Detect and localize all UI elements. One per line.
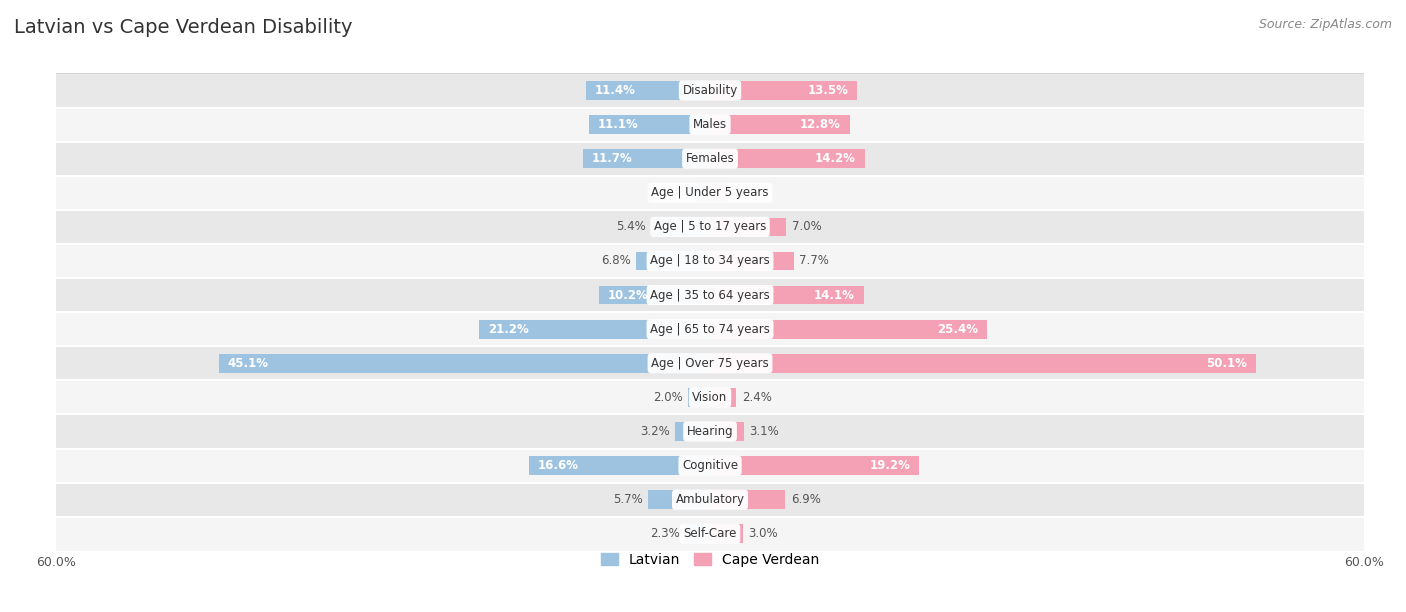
Bar <box>710 217 786 236</box>
Text: 19.2%: 19.2% <box>870 459 911 472</box>
Bar <box>479 320 710 338</box>
Bar <box>56 278 1364 312</box>
Bar <box>648 490 710 509</box>
Text: Age | 35 to 64 years: Age | 35 to 64 years <box>650 289 770 302</box>
Text: 12.8%: 12.8% <box>800 118 841 131</box>
Text: Age | Under 5 years: Age | Under 5 years <box>651 186 769 200</box>
Text: Disability: Disability <box>682 84 738 97</box>
Text: Hearing: Hearing <box>686 425 734 438</box>
Text: 25.4%: 25.4% <box>936 323 979 335</box>
Text: 2.3%: 2.3% <box>650 528 679 540</box>
Text: 14.2%: 14.2% <box>815 152 856 165</box>
Text: 2.0%: 2.0% <box>652 391 683 404</box>
Text: Males: Males <box>693 118 727 131</box>
Text: 45.1%: 45.1% <box>228 357 269 370</box>
Bar <box>56 210 1364 244</box>
Bar <box>56 108 1364 141</box>
Text: Self-Care: Self-Care <box>683 528 737 540</box>
Bar <box>710 422 744 441</box>
Bar <box>696 184 710 202</box>
Text: 1.3%: 1.3% <box>661 186 690 200</box>
Bar <box>685 524 710 543</box>
Bar <box>56 141 1364 176</box>
Text: 11.7%: 11.7% <box>592 152 633 165</box>
Bar <box>56 517 1364 551</box>
Text: 6.9%: 6.9% <box>790 493 821 506</box>
Text: 7.7%: 7.7% <box>800 255 830 267</box>
Text: 10.2%: 10.2% <box>607 289 648 302</box>
Bar <box>56 449 1364 483</box>
Bar <box>710 184 728 202</box>
Bar <box>710 252 794 271</box>
Bar <box>710 286 863 304</box>
Bar <box>710 524 742 543</box>
Bar <box>56 312 1364 346</box>
Bar <box>218 354 710 373</box>
Bar <box>710 490 785 509</box>
Legend: Latvian, Cape Verdean: Latvian, Cape Verdean <box>595 547 825 572</box>
Text: Source: ZipAtlas.com: Source: ZipAtlas.com <box>1258 18 1392 31</box>
Text: 5.4%: 5.4% <box>616 220 645 233</box>
Bar <box>586 81 710 100</box>
Bar <box>710 388 737 407</box>
Text: Age | 65 to 74 years: Age | 65 to 74 years <box>650 323 770 335</box>
Text: Females: Females <box>686 152 734 165</box>
Text: Age | Over 75 years: Age | Over 75 years <box>651 357 769 370</box>
Bar <box>56 414 1364 449</box>
Text: 3.1%: 3.1% <box>749 425 779 438</box>
Bar <box>529 456 710 475</box>
Text: 3.0%: 3.0% <box>748 528 778 540</box>
Bar <box>710 81 858 100</box>
Text: 3.2%: 3.2% <box>640 425 669 438</box>
Text: 16.6%: 16.6% <box>538 459 579 472</box>
Bar <box>636 252 710 271</box>
Bar <box>651 217 710 236</box>
Text: Cognitive: Cognitive <box>682 459 738 472</box>
Bar <box>582 149 710 168</box>
Text: 14.1%: 14.1% <box>814 289 855 302</box>
Text: Ambulatory: Ambulatory <box>675 493 745 506</box>
Bar <box>710 456 920 475</box>
Text: 6.8%: 6.8% <box>600 255 630 267</box>
Text: Age | 5 to 17 years: Age | 5 to 17 years <box>654 220 766 233</box>
Bar <box>675 422 710 441</box>
Bar <box>589 115 710 134</box>
Text: 21.2%: 21.2% <box>488 323 529 335</box>
Text: 1.7%: 1.7% <box>734 186 763 200</box>
Bar <box>710 115 849 134</box>
Text: 13.5%: 13.5% <box>807 84 848 97</box>
Text: 7.0%: 7.0% <box>792 220 821 233</box>
Text: 11.4%: 11.4% <box>595 84 636 97</box>
Bar <box>710 320 987 338</box>
Bar <box>710 149 865 168</box>
Bar <box>56 380 1364 414</box>
Bar <box>56 346 1364 380</box>
Text: Latvian vs Cape Verdean Disability: Latvian vs Cape Verdean Disability <box>14 18 353 37</box>
Text: 5.7%: 5.7% <box>613 493 643 506</box>
Text: Vision: Vision <box>692 391 728 404</box>
Bar <box>710 354 1256 373</box>
Bar <box>56 244 1364 278</box>
Bar <box>689 388 710 407</box>
Bar <box>599 286 710 304</box>
Text: 50.1%: 50.1% <box>1206 357 1247 370</box>
Bar <box>56 483 1364 517</box>
Bar <box>56 73 1364 108</box>
Text: 11.1%: 11.1% <box>598 118 638 131</box>
Text: 2.4%: 2.4% <box>741 391 772 404</box>
Bar <box>56 176 1364 210</box>
Text: Age | 18 to 34 years: Age | 18 to 34 years <box>650 255 770 267</box>
